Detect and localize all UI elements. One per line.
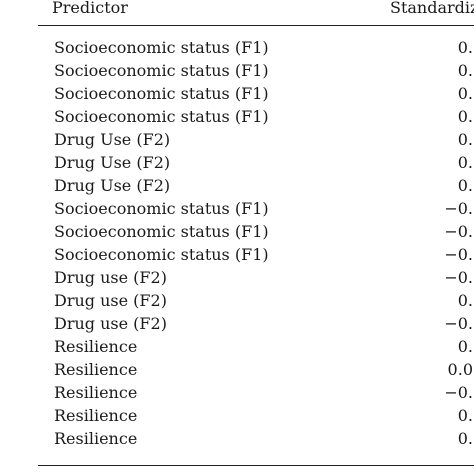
standardized-value-cell: 0. xyxy=(457,130,473,149)
predictor-cell: Drug Use (F2) xyxy=(54,130,171,149)
predictor-cell: Socioeconomic status (F1) xyxy=(54,107,269,126)
bottom-rule xyxy=(38,465,474,466)
table-body: Socioeconomic status (F1) 0. Socioeconomic… xyxy=(38,36,474,450)
predictor-cell: Socioeconomic status (F1) xyxy=(54,222,269,241)
standardized-value-cell: 0. xyxy=(457,38,473,57)
standardized-value-cell: 0. xyxy=(457,107,473,126)
predictor-cell: Socioeconomic status (F1) xyxy=(54,38,269,57)
table-row: Socioeconomic status (F1) 0. xyxy=(38,105,474,128)
table-row: Drug use (F2) −0. xyxy=(38,312,474,335)
predictor-cell: Resilience xyxy=(54,383,138,402)
table-header-row: Predictor Standardize xyxy=(38,0,474,24)
table-row: Resilience 0.0 xyxy=(38,358,474,381)
predictor-cell: Socioeconomic status (F1) xyxy=(54,84,269,103)
standardized-value-cell: 0. xyxy=(457,61,473,80)
header-standardized: Standardize xyxy=(390,0,474,17)
standardized-value-cell: −0. xyxy=(444,314,473,333)
predictor-cell: Resilience xyxy=(54,429,138,448)
predictor-cell: Drug use (F2) xyxy=(54,314,167,333)
predictor-cell: Socioeconomic status (F1) xyxy=(54,61,269,80)
standardized-value-cell: 0.0 xyxy=(447,360,473,379)
standardized-value-cell: 0. xyxy=(457,429,473,448)
table-row: Drug Use (F2) 0. xyxy=(38,151,474,174)
table-row: Resilience 0. xyxy=(38,335,474,358)
standardized-value-cell: 0. xyxy=(457,337,473,356)
standardized-value-cell: 0. xyxy=(457,176,473,195)
table-row: Resilience −0. xyxy=(38,381,474,404)
predictor-cell: Socioeconomic status (F1) xyxy=(54,199,269,218)
header-rule xyxy=(38,25,474,26)
table-row: Socioeconomic status (F1) −0. xyxy=(38,243,474,266)
standardized-value-cell: −0. xyxy=(444,383,473,402)
regression-table: Predictor Standardize Socioeconomic stat… xyxy=(38,0,474,474)
table-row: Socioeconomic status (F1) 0. xyxy=(38,59,474,82)
predictor-cell: Resilience xyxy=(54,337,138,356)
predictor-cell: Resilience xyxy=(54,360,138,379)
standardized-value-cell: −0. xyxy=(444,268,473,287)
table-row: Drug Use (F2) 0. xyxy=(38,174,474,197)
predictor-cell: Drug Use (F2) xyxy=(54,153,171,172)
standardized-value-cell: −0. xyxy=(444,199,473,218)
table-row: Socioeconomic status (F1) −0. xyxy=(38,197,474,220)
standardized-value-cell: −0. xyxy=(444,245,473,264)
predictor-cell: Socioeconomic status (F1) xyxy=(54,245,269,264)
predictor-cell: Drug Use (F2) xyxy=(54,176,171,195)
header-predictor: Predictor xyxy=(52,0,128,17)
table-row: Resilience 0. xyxy=(38,404,474,427)
standardized-value-cell: 0. xyxy=(457,291,473,310)
table-row: Socioeconomic status (F1) 0. xyxy=(38,82,474,105)
standardized-value-cell: −0. xyxy=(444,222,473,241)
predictor-cell: Drug use (F2) xyxy=(54,268,167,287)
standardized-value-cell: 0. xyxy=(457,406,473,425)
predictor-cell: Resilience xyxy=(54,406,138,425)
table-row: Socioeconomic status (F1) 0. xyxy=(38,36,474,59)
predictor-cell: Drug use (F2) xyxy=(54,291,167,310)
table-row: Drug use (F2) 0. xyxy=(38,289,474,312)
table-row: Resilience 0. xyxy=(38,427,474,450)
table-row: Drug Use (F2) 0. xyxy=(38,128,474,151)
standardized-value-cell: 0. xyxy=(457,153,473,172)
table-row: Socioeconomic status (F1) −0. xyxy=(38,220,474,243)
standardized-value-cell: 0. xyxy=(457,84,473,103)
table-row: Drug use (F2) −0. xyxy=(38,266,474,289)
